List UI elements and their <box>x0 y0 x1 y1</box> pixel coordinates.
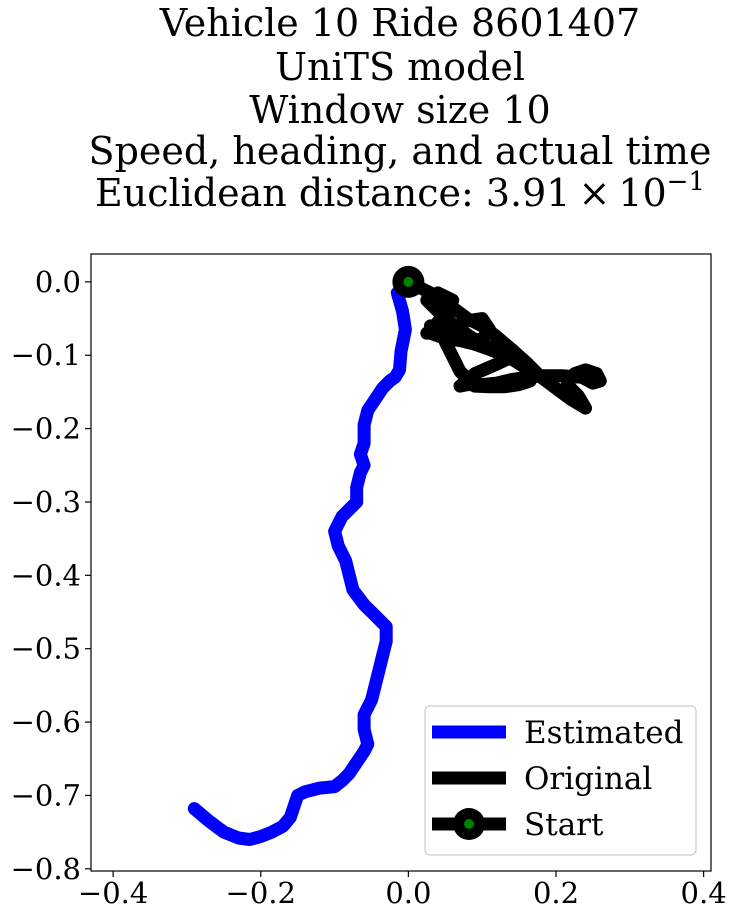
title-line-5: Euclidean distance: 3.91 × 10−1 <box>95 167 705 215</box>
title-metric-prefix: Euclidean distance: <box>95 171 486 215</box>
title-metric-base: 10 <box>618 171 666 215</box>
legend-start-marker-inner <box>464 819 474 829</box>
start-marker-inner <box>403 276 414 287</box>
x-axis: −0.4 −0.2 0.0 0.2 0.4 <box>78 871 727 910</box>
y-tick-label: −0.4 <box>11 558 81 592</box>
y-tick-label: −0.1 <box>11 338 81 372</box>
chart-title: Vehicle 10 Ride 8601407 UniTS model Wind… <box>89 1 712 215</box>
legend-original-label: Original <box>524 761 652 797</box>
title-metric-mantissa: 3.91 <box>486 171 571 215</box>
x-tick-label: −0.4 <box>78 876 148 910</box>
legend-estimated-label: Estimated <box>524 715 683 751</box>
x-tick-label: 0.4 <box>681 876 727 910</box>
title-line-2: UniTS model <box>275 45 525 89</box>
legend-start-label: Start <box>524 807 604 843</box>
plot-frame <box>90 253 712 872</box>
y-tick-label: −0.5 <box>11 632 81 666</box>
x-tick-label: 0.0 <box>385 876 431 910</box>
title-metric-times: × <box>578 171 610 215</box>
title-line-3: Window size 10 <box>249 88 550 132</box>
title-line-4: Speed, heading, and actual time <box>89 129 712 173</box>
y-tick-label: −0.3 <box>11 485 81 519</box>
x-tick-label: −0.2 <box>226 876 296 910</box>
title-metric-exponent: −1 <box>667 167 705 197</box>
y-tick-label: −0.8 <box>11 852 81 886</box>
y-tick-label: 0.0 <box>35 265 81 299</box>
y-tick-label: −0.7 <box>11 778 81 812</box>
y-tick-label: −0.2 <box>11 412 81 446</box>
series-original-line <box>401 275 607 415</box>
y-axis: 0.0 −0.1 −0.2 −0.3 −0.4 −0.5 −0.6 −0.7 −0.8 <box>11 265 91 886</box>
x-tick-label: 0.2 <box>533 876 579 910</box>
series-estimated-line <box>187 275 415 846</box>
title-line-1: Vehicle 10 Ride 8601407 <box>159 1 640 45</box>
series-layer <box>187 265 607 846</box>
legend: Estimated Original Start <box>424 705 697 856</box>
y-tick-label: −0.6 <box>11 705 81 739</box>
